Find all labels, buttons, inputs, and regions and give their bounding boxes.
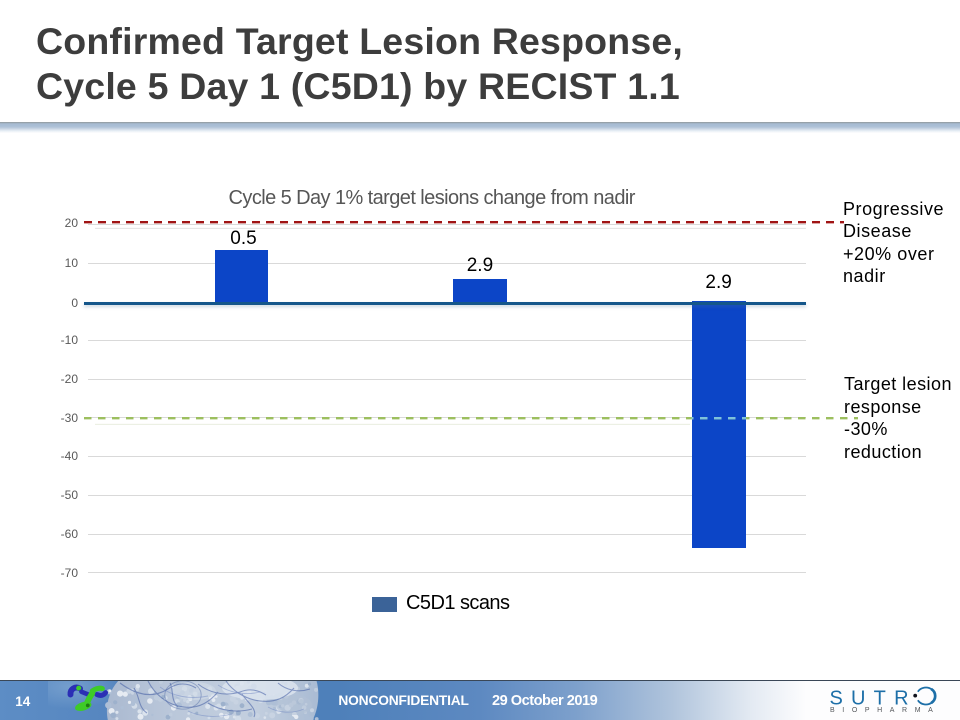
svg-text:SUTR: SUTR xyxy=(830,687,917,709)
svg-text:BIOPHARMA: BIOPHARMA xyxy=(830,707,940,714)
